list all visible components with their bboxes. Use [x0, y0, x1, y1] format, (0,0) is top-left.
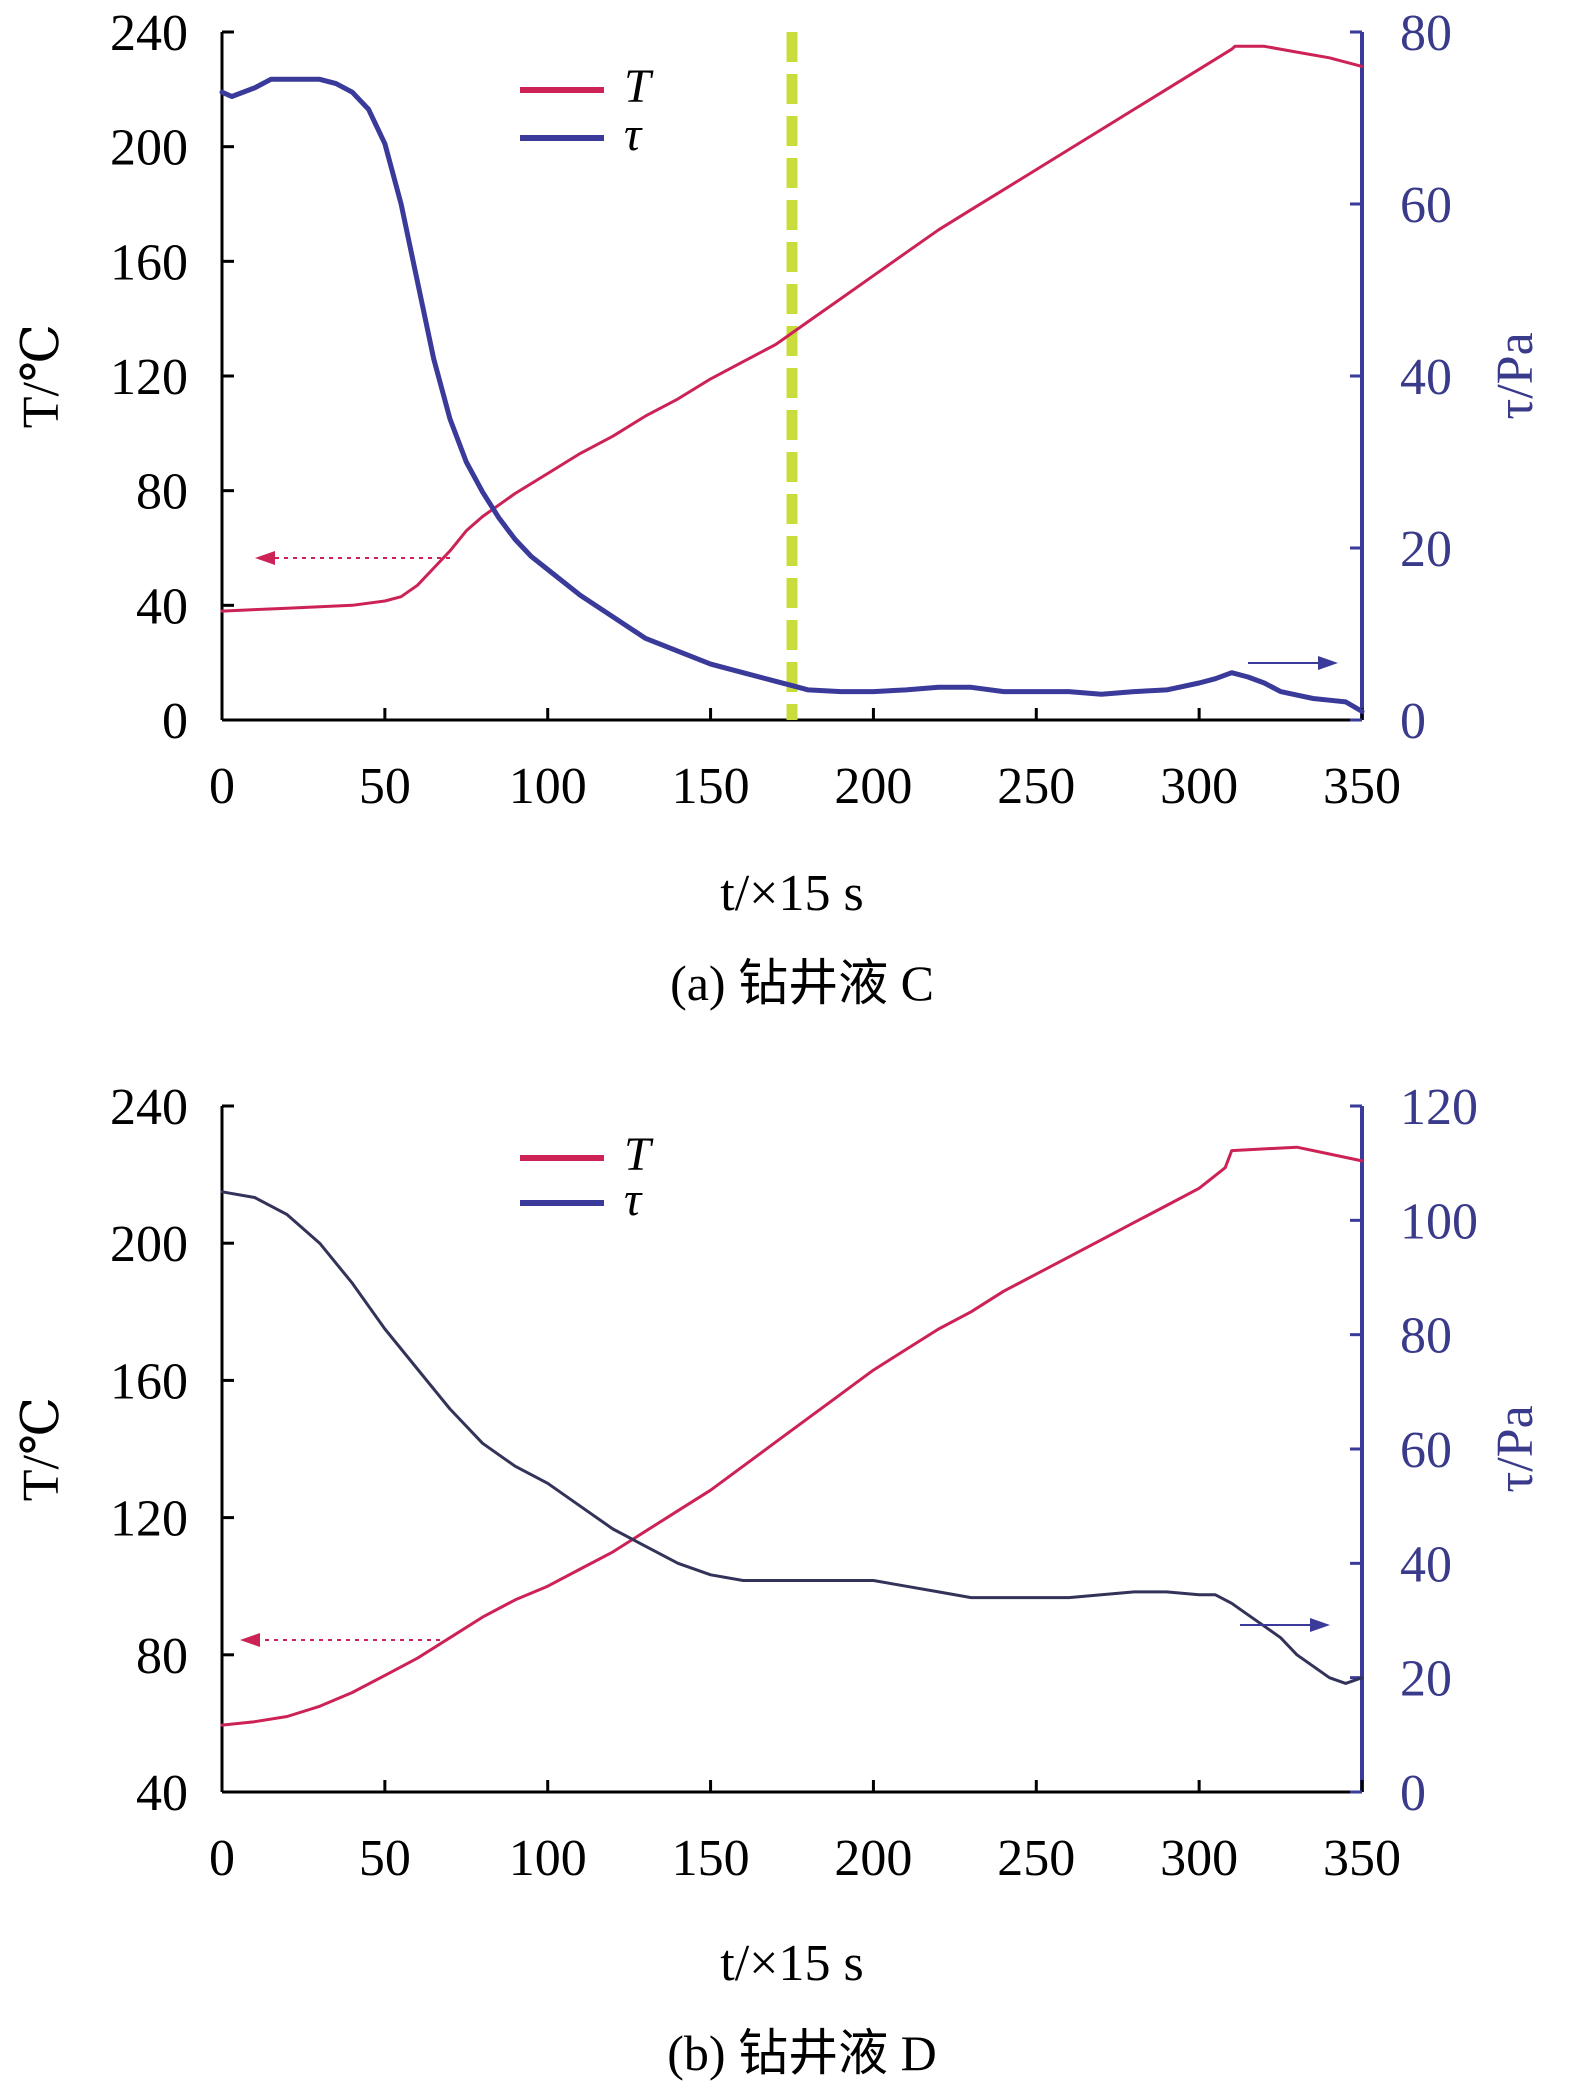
- legend-label-tau: τ: [624, 108, 643, 161]
- left-y-tick-label: 120: [110, 1491, 188, 1548]
- series-line-T: [220, 44, 1364, 613]
- left-axis-indicator-arrow-head: [240, 1633, 260, 1647]
- left-y-tick-label: 200: [110, 1216, 188, 1273]
- left-y-tick-label: 80: [136, 1628, 188, 1685]
- right-y-tick-label: 40: [1400, 349, 1452, 406]
- panel-b: 0 50 100 150 200 250 300 350 40 80 120 160 200 240 0 20…: [13, 1079, 1544, 2081]
- right-y-tick-label: 60: [1400, 177, 1452, 234]
- series-line-T: [220, 1145, 1364, 1727]
- panel-caption: (a) 钻井液 C: [670, 955, 934, 1011]
- x-tick-label: 0: [209, 1830, 235, 1887]
- right-y-axis-title: τ/Pa: [1487, 1405, 1544, 1492]
- x-tick-label: 200: [834, 758, 912, 815]
- left-y-axis-title: T/℃: [13, 1397, 70, 1501]
- right-y-axis-title: τ/Pa: [1487, 332, 1544, 419]
- left-y-tick-label: 0: [162, 693, 188, 750]
- left-y-axis-title: T/℃: [13, 324, 70, 428]
- legend-label-T: T: [624, 1128, 654, 1181]
- x-axis-title: t/×15 s: [720, 865, 863, 922]
- x-tick-label: 50: [359, 758, 411, 815]
- x-tick-label: 150: [672, 758, 750, 815]
- x-tick-label: 300: [1160, 1830, 1238, 1887]
- right-y-tick-label: 0: [1400, 693, 1426, 750]
- right-y-tick-label: 120: [1400, 1079, 1478, 1136]
- left-y-tick-label: 80: [136, 464, 188, 521]
- right-y-tick-label: 0: [1400, 1765, 1426, 1822]
- series-line-tau: [219, 76, 1365, 714]
- x-tick-label: 350: [1323, 758, 1401, 815]
- left-y-tick-label: 200: [110, 120, 188, 177]
- left-y-tick-label: 40: [136, 1765, 188, 1822]
- right-y-tick-label: 40: [1400, 1536, 1452, 1593]
- x-tick-label: 250: [997, 1830, 1075, 1887]
- right-y-tick-label: 80: [1400, 5, 1452, 62]
- left-y-tick-label: 160: [110, 1353, 188, 1410]
- left-axis-indicator-arrow-head: [255, 551, 275, 565]
- left-y-tick-label: 40: [136, 578, 188, 635]
- right-y-tick-label: 20: [1400, 521, 1452, 578]
- legend-label-T: T: [624, 60, 654, 113]
- left-y-tick-label: 160: [110, 234, 188, 291]
- legend-label-tau: τ: [624, 1173, 643, 1226]
- x-tick-label: 350: [1323, 1830, 1401, 1887]
- right-axis-indicator-arrow-head: [1310, 1618, 1330, 1632]
- right-y-tick-label: 20: [1400, 1651, 1452, 1708]
- x-tick-label: 200: [834, 1830, 912, 1887]
- right-y-tick-label: 60: [1400, 1422, 1452, 1479]
- x-tick-label: 250: [997, 758, 1075, 815]
- x-tick-label: 100: [509, 1830, 587, 1887]
- x-tick-label: 150: [672, 1830, 750, 1887]
- x-axis-title: t/×15 s: [720, 1935, 863, 1992]
- x-tick-label: 50: [359, 1830, 411, 1887]
- right-y-tick-label: 100: [1400, 1193, 1478, 1250]
- x-tick-label: 100: [509, 758, 587, 815]
- left-y-tick-label: 120: [110, 349, 188, 406]
- x-tick-label: 0: [209, 758, 235, 815]
- right-y-tick-label: 80: [1400, 1308, 1452, 1365]
- panel-a: 0 50 100 150 200 250 300 350 0 40 80 120 160 200 240 0 2…: [13, 5, 1544, 1011]
- x-tick-label: 300: [1160, 758, 1238, 815]
- right-axis-indicator-arrow-head: [1318, 656, 1338, 670]
- panel-caption: (b) 钻井液 D: [667, 2025, 936, 2081]
- left-y-tick-label: 240: [110, 5, 188, 62]
- series-line-tau: [220, 1190, 1364, 1685]
- left-y-tick-label: 240: [110, 1079, 188, 1136]
